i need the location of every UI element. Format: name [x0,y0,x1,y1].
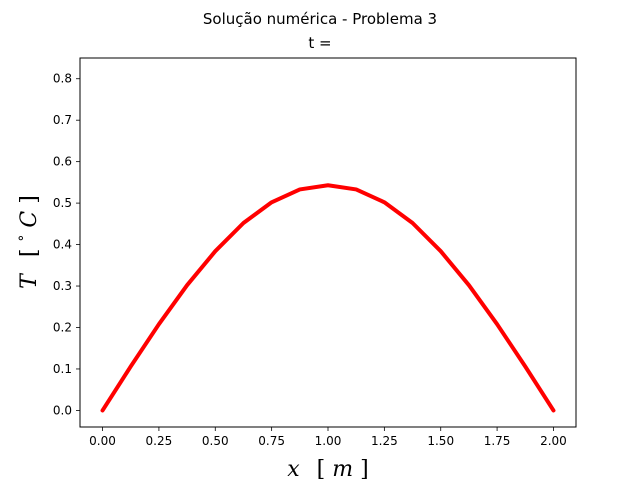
chart-title: Solução numérica - Problema 3 [203,10,437,28]
x-tick-label: 1.25 [371,434,398,448]
chart-subtitle: t = [308,34,331,52]
y-axis-symbol: T [17,272,42,289]
y-tick-label: 0.5 [53,196,72,210]
x-axis-unit-open: [ [317,457,326,480]
x-tick-label: 0.25 [146,434,173,448]
y-axis-label: T [ ° C ] [10,195,42,289]
y-tick-label: 0.7 [53,113,72,127]
y-tick-label: 0.6 [53,155,72,169]
x-tick-label: 2.00 [540,434,567,448]
x-tick-label: 0.75 [258,434,285,448]
y-tick-label: 0.2 [53,320,72,334]
y-tick-label: 0.8 [53,72,72,86]
x-tick-label: 0.00 [89,434,116,448]
y-tick-label: 0.3 [53,279,72,293]
y-axis-degree: ° [17,235,33,242]
x-axis-unit: m [332,457,353,480]
plot-frame [79,57,577,428]
y-axis-unit-open: [ [17,249,42,258]
y-tick-label: 0.4 [53,238,72,252]
series-line [100,183,556,413]
x-tick-label: 1.00 [315,434,342,448]
series-layer [100,183,556,413]
y-tick-label: 0.1 [53,362,72,376]
y-axis: 0.0 0.1 0.2 0.3 0.4 0.5 0.6 0.7 0.8 [53,72,80,417]
x-axis-label: x [ m ] [287,457,368,480]
x-tick-label: 1.50 [427,434,454,448]
plot-area: 0.00 0.25 0.50 0.75 1.00 1.25 1.50 1.75 2.00 0.0… [53,57,577,448]
x-axis-unit-close: ] [360,457,369,480]
x-axis: 0.00 0.25 0.50 0.75 1.00 1.25 1.50 1.75 2.00 [89,427,567,448]
y-axis-unit: C [17,211,42,228]
y-axis-unit-close: ] [17,195,42,204]
x-axis-symbol: x [287,457,300,480]
x-tick-label: 0.50 [202,434,229,448]
y-tick-label: 0.0 [53,403,72,417]
x-tick-label: 1.75 [484,434,511,448]
